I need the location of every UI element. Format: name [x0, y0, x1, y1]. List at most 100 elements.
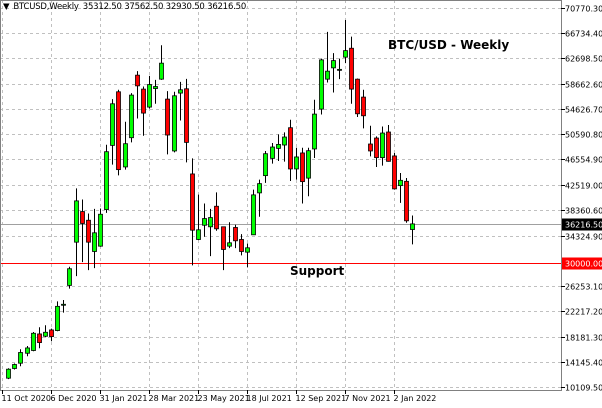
candle-up: [104, 151, 109, 210]
candle-up: [98, 213, 103, 247]
candle-down: [404, 180, 409, 222]
candle-up: [257, 183, 262, 194]
support-label: Support: [290, 264, 345, 278]
candle-up: [251, 194, 256, 236]
candle-down: [300, 152, 305, 183]
y-tick-label: 46554.90: [565, 156, 602, 165]
candle-up: [12, 364, 17, 369]
y-tick-label: 22217.20: [565, 308, 602, 317]
price-lines: [0, 224, 561, 264]
plot-frame: [0, 0, 562, 391]
x-tick-label: 7 Nov 2021: [345, 394, 391, 403]
y-tick-label: 26253.10: [565, 283, 602, 292]
candle-up: [276, 143, 281, 149]
candle-down: [86, 219, 91, 243]
candle-down: [80, 211, 85, 224]
candle-up: [282, 136, 287, 146]
candle-up: [147, 84, 152, 108]
candle-up: [178, 89, 183, 94]
candle-down: [349, 47, 354, 90]
x-tick-label: 2 Jan 2022: [394, 394, 437, 403]
candle-up: [325, 70, 330, 80]
candle-up: [380, 132, 385, 159]
x-tick-label: 28 Mar 2021: [149, 394, 200, 403]
candle-up: [306, 150, 311, 179]
y-tick-label: 42519.00: [565, 182, 602, 191]
y-tick-label: 62698.50: [565, 55, 602, 64]
candles: [6, 19, 415, 380]
candle-up: [331, 60, 336, 69]
x-tick-label: 6 Dec 2020: [51, 394, 97, 403]
y-tick-label: 38360.60: [565, 207, 602, 216]
candle-down: [214, 205, 219, 230]
candle-up: [67, 268, 72, 286]
chart-header: ▼ BTCUSD,Weekly 35312.50 37562.50 32930.50…: [3, 2, 250, 12]
grid: [0, 0, 561, 390]
y-tick-label: 14145.40: [565, 359, 602, 368]
candle-up: [270, 146, 275, 159]
y-tick-label: 66734.40: [565, 30, 602, 39]
candle-up: [398, 179, 403, 187]
candle-up: [153, 86, 158, 89]
candle-down: [221, 226, 226, 250]
candle-down: [135, 74, 140, 87]
y-tick-label: 50590.80: [565, 131, 602, 140]
chart-title: BTC/USD - Weekly: [388, 38, 509, 52]
ohlc-readout: 35312.50 37562.50 32930.50 36216.50: [82, 2, 247, 12]
x-tick-label: 11 Oct 2020: [2, 394, 51, 403]
candle-down: [190, 173, 195, 231]
y-tick-label: 18181.30: [565, 334, 602, 343]
x-tick-label: 23 May 2021: [198, 394, 250, 403]
candle-up: [196, 229, 201, 240]
candle-down: [141, 88, 146, 114]
candle-down: [184, 88, 189, 143]
candle-up: [110, 103, 115, 146]
candle-up: [92, 232, 97, 252]
candle-down: [239, 239, 244, 252]
candle-up: [294, 156, 299, 170]
candle-up: [263, 153, 268, 177]
candle-up: [18, 352, 23, 364]
candle-down: [49, 329, 54, 337]
x-tick-label: 12 Sep 2021: [296, 394, 347, 403]
candle-up: [55, 305, 60, 331]
support-price-tag: [562, 257, 602, 270]
candle-down: [165, 98, 170, 136]
candle-up: [202, 218, 207, 226]
candle-down: [386, 131, 391, 162]
candle-up: [227, 242, 232, 247]
candle-up: [410, 223, 415, 230]
y-tick-label: 34324.90: [565, 233, 602, 242]
candle-up: [208, 217, 213, 228]
candle-up: [245, 247, 250, 253]
candle-down: [368, 143, 373, 152]
candle-up: [25, 347, 30, 354]
symbol-label: BTCUSD,Weekly: [13, 2, 79, 12]
candle-down: [233, 227, 238, 242]
current-price-label: 36216.50: [565, 221, 602, 230]
candle-down: [288, 127, 293, 170]
candle-up: [61, 303, 66, 306]
candle-down: [361, 96, 366, 117]
candle-down: [116, 91, 121, 171]
candle-up: [123, 143, 128, 168]
dropdown-triangle-icon[interactable]: ▼: [3, 2, 10, 12]
candle-down: [392, 155, 397, 190]
y-tick-label: 10109.50: [565, 384, 602, 393]
candle-up: [172, 95, 177, 152]
x-tick-label: 18 Jul 2021: [247, 394, 292, 403]
y-tick-label: 58662.60: [565, 81, 602, 90]
candle-up: [129, 94, 134, 139]
candle-up: [319, 59, 324, 110]
candle-up: [31, 332, 36, 351]
current-price-tag: [562, 218, 602, 231]
candle-up: [312, 113, 317, 150]
support-price-label: 30000.00: [565, 260, 602, 269]
candle-up: [6, 368, 11, 379]
candle-up: [337, 68, 342, 71]
x-tick-label: 31 Jan 2021: [100, 394, 148, 403]
candle-up: [159, 62, 164, 80]
candle-down: [374, 137, 379, 159]
